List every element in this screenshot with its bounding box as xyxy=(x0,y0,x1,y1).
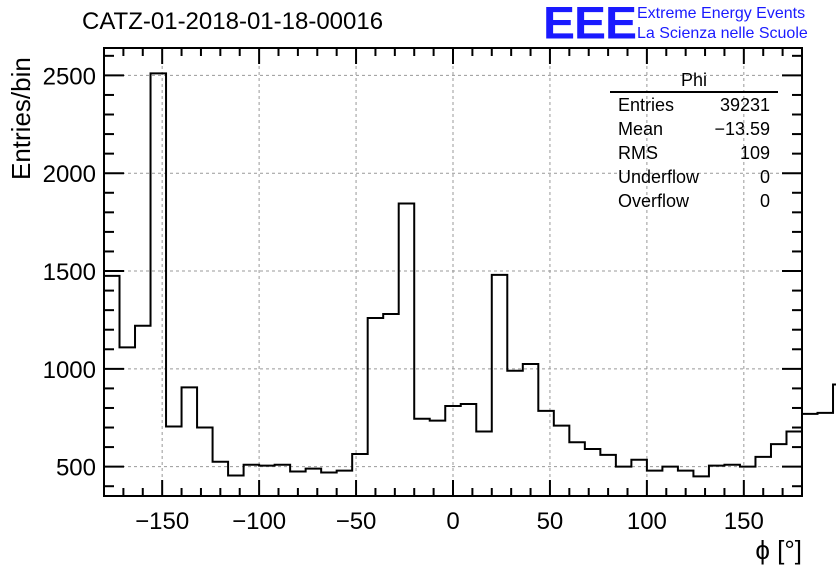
stats-value: 0 xyxy=(759,167,770,187)
stats-label: Overflow xyxy=(618,191,690,211)
y-tick-label: 2000 xyxy=(43,161,96,188)
x-tick-label: 150 xyxy=(724,508,764,535)
x-tick-label: 50 xyxy=(537,508,564,535)
plot-title: CATZ-01-2018-01-18-00016 xyxy=(82,8,384,35)
stats-value: −13.59 xyxy=(714,119,770,139)
stats-row-overflow: Overflow 0 xyxy=(610,189,778,213)
stats-label: RMS xyxy=(618,143,658,163)
logo-caption-line2: La Scienza nelle Scuole xyxy=(637,25,808,42)
x-axis-label: ϕ [°] xyxy=(755,535,802,565)
stats-value: 109 xyxy=(739,143,770,163)
histogram-outline xyxy=(103,72,836,496)
x-tick-label: 100 xyxy=(627,508,667,535)
logo-caption-line1: Extreme Energy Events xyxy=(637,5,806,22)
y-tick-label: 2500 xyxy=(43,63,96,90)
logo-caption: Extreme Energy Events La Scienza nelle S… xyxy=(637,4,808,44)
stats-label: Mean xyxy=(618,119,664,139)
stats-box-title: Phi xyxy=(610,70,778,93)
y-axis-label: Entries/bin xyxy=(6,57,36,180)
x-tick-label: −150 xyxy=(135,508,189,535)
y-axis-ticks: 500 1000 1500 2000 2500 xyxy=(43,54,802,488)
x-tick-label: −100 xyxy=(232,508,286,535)
plot-frame xyxy=(103,47,803,497)
stats-label: Entries xyxy=(618,95,675,115)
x-tick-label: 0 xyxy=(446,508,459,535)
y-tick-label: 1500 xyxy=(43,259,96,286)
stats-row-rms: RMS 109 xyxy=(610,141,778,165)
x-tick-label: −50 xyxy=(336,508,377,535)
stats-row-entries: Entries 39231 xyxy=(610,93,778,117)
y-tick-label: 500 xyxy=(56,455,96,482)
stats-row-mean: Mean −13.59 xyxy=(610,117,778,141)
stats-label: Underflow xyxy=(618,167,700,187)
x-axis-ticks: −150 −100 −50 0 50 100 150 xyxy=(122,48,784,535)
eee-logo: EEE xyxy=(543,0,637,49)
stats-row-underflow: Underflow 0 xyxy=(610,165,778,189)
stats-value: 0 xyxy=(759,191,770,211)
stats-value: 39231 xyxy=(719,95,770,115)
stats-box: Phi Entries 39231 Mean −13.59 RMS 109 Un… xyxy=(610,70,778,213)
y-tick-label: 1000 xyxy=(43,357,96,384)
grid-lines xyxy=(104,48,802,496)
